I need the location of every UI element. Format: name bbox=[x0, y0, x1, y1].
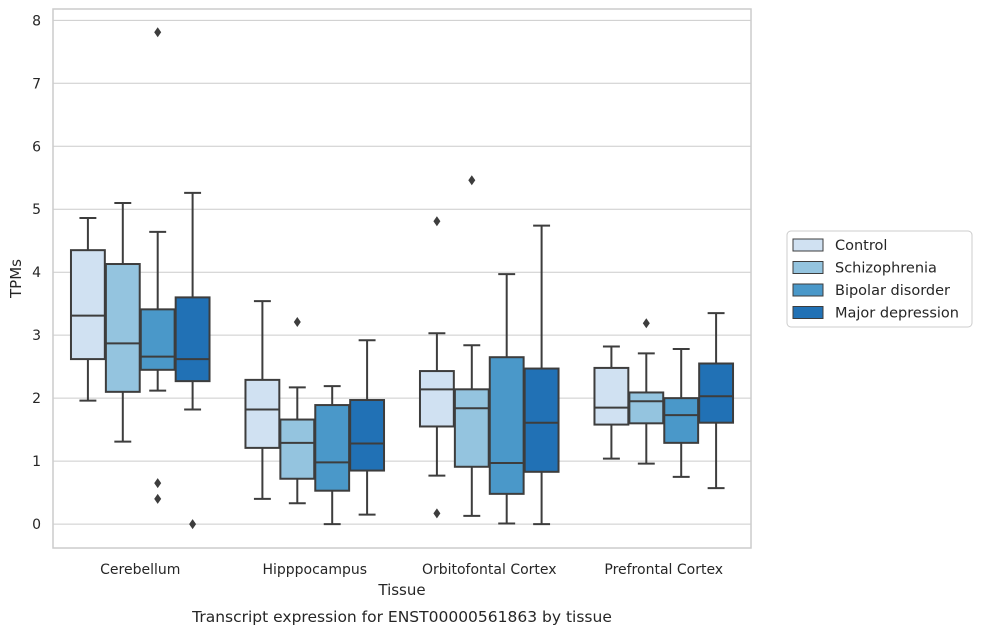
y-tick-label: 6 bbox=[32, 139, 41, 155]
y-tick-label: 3 bbox=[32, 328, 41, 344]
box-bipolar-disorder bbox=[488, 273, 525, 525]
legend-label: Major depression bbox=[835, 306, 959, 322]
outlier-point bbox=[642, 318, 650, 329]
box-control bbox=[418, 216, 455, 519]
legend-swatch bbox=[792, 261, 824, 274]
iqr-box bbox=[523, 367, 560, 473]
legend-frame bbox=[786, 230, 973, 328]
iqr-box bbox=[69, 249, 106, 361]
legend-swatch bbox=[792, 306, 824, 319]
box-bipolar-disorder bbox=[139, 27, 176, 504]
outlier-point bbox=[433, 216, 441, 227]
iqr-box bbox=[349, 399, 386, 472]
iqr-box bbox=[279, 418, 316, 480]
legend-label: Schizophrenia bbox=[835, 261, 937, 277]
iqr-box bbox=[628, 391, 665, 425]
x-tick-label: Cerebellum bbox=[100, 562, 180, 578]
iqr-box bbox=[593, 366, 630, 426]
iqr-box bbox=[488, 356, 525, 495]
box-major-depression bbox=[349, 339, 386, 516]
box-major-depression bbox=[174, 191, 211, 530]
chart-caption: Transcript expression for ENST0000056186… bbox=[191, 608, 612, 626]
outlier-point bbox=[468, 175, 476, 186]
plot-area bbox=[53, 9, 751, 548]
box-major-depression bbox=[698, 312, 735, 490]
iqr-box bbox=[314, 404, 351, 492]
y-axis-label: TPMs bbox=[7, 259, 25, 299]
box-bipolar-disorder bbox=[663, 348, 700, 478]
axes-frame bbox=[52, 8, 752, 549]
box-control bbox=[593, 345, 630, 460]
y-tick-label: 7 bbox=[32, 76, 41, 92]
legend-swatch bbox=[792, 283, 824, 297]
x-tick-label: Hipppocampus bbox=[262, 562, 367, 578]
box-control bbox=[244, 300, 281, 500]
iqr-box bbox=[244, 378, 281, 449]
iqr-box bbox=[698, 362, 735, 424]
iqr-box bbox=[174, 296, 211, 383]
iqr-box bbox=[104, 263, 141, 393]
y-tick-label: 2 bbox=[32, 391, 41, 407]
outlier-point bbox=[154, 493, 162, 504]
box-schizophrenia bbox=[279, 316, 316, 505]
box-major-depression bbox=[523, 224, 560, 526]
box-schizophrenia bbox=[628, 318, 665, 465]
legend-label: Control bbox=[835, 238, 887, 254]
outlier-point bbox=[154, 478, 162, 489]
outlier-point bbox=[189, 519, 197, 530]
iqr-box bbox=[139, 308, 176, 371]
y-tick-label: 0 bbox=[32, 517, 41, 533]
y-tick-label: 8 bbox=[32, 13, 41, 29]
legend-swatch bbox=[792, 238, 824, 252]
box-bipolar-disorder bbox=[314, 385, 351, 526]
x-axis-label: Tissue bbox=[377, 581, 425, 599]
outlier-point bbox=[433, 508, 441, 519]
iqr-box bbox=[453, 388, 490, 468]
legend: Control Schizophrenia Bipolar disorder Majo… bbox=[786, 230, 973, 328]
box-schizophrenia bbox=[453, 175, 490, 517]
y-tick-label: 1 bbox=[32, 454, 41, 470]
y-tick-label: 4 bbox=[32, 265, 41, 281]
x-tick-label: Prefrontal Cortex bbox=[604, 562, 723, 578]
outlier-point bbox=[154, 27, 162, 38]
y-tick-label: 5 bbox=[32, 202, 41, 218]
x-tick-label: Orbitofontal Cortex bbox=[422, 562, 557, 578]
legend-label: Bipolar disorder bbox=[835, 283, 950, 299]
iqr-box bbox=[663, 397, 700, 444]
box-control bbox=[69, 217, 106, 402]
outlier-point bbox=[293, 316, 301, 327]
box-schizophrenia bbox=[104, 201, 141, 443]
iqr-box bbox=[418, 370, 455, 428]
